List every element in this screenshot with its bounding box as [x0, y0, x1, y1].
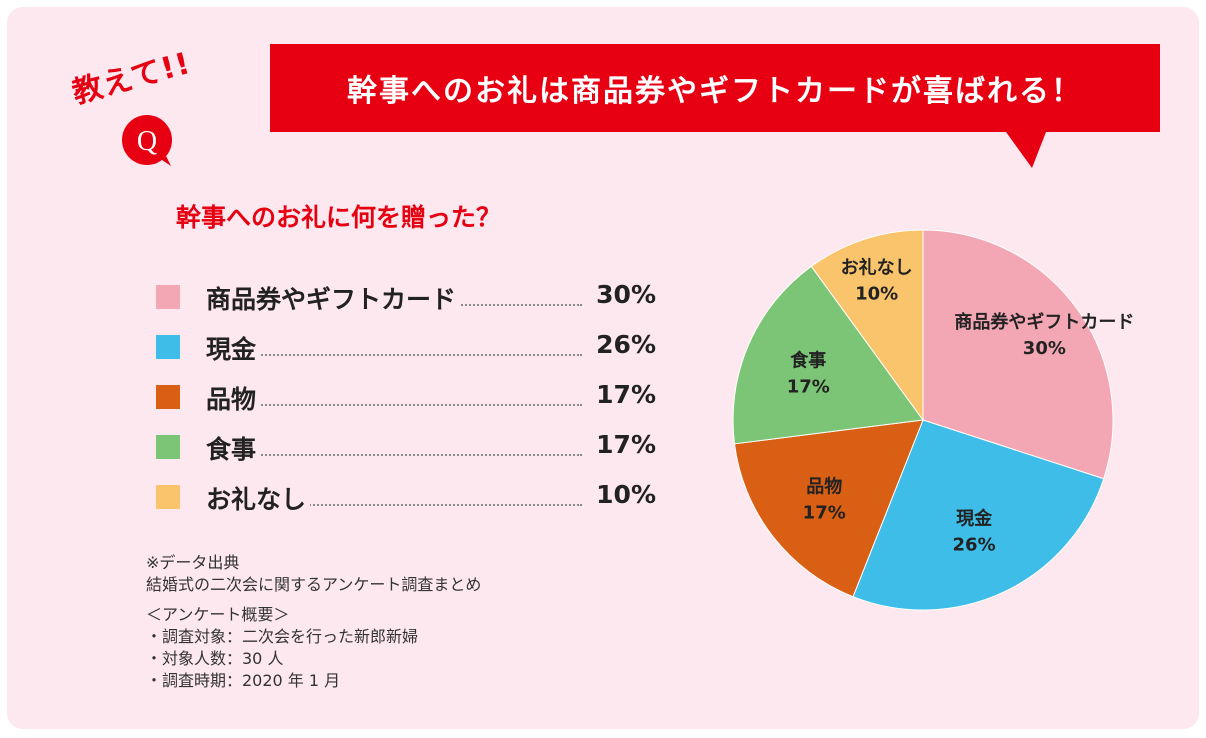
- legend-swatch: [156, 335, 180, 359]
- slice-value-label: 17%: [803, 503, 846, 524]
- source-heading: ※データ出典: [146, 553, 240, 572]
- pie-slice: [732, 265, 924, 445]
- pie-slice: [733, 419, 924, 598]
- slice-label: 品物: [806, 476, 842, 498]
- legend-value: 26%: [596, 330, 656, 359]
- legend-swatch: [156, 285, 180, 309]
- slice-value-label: 17%: [787, 376, 830, 397]
- legend-label: 食事: [206, 430, 261, 466]
- legend-item: 商品券やギフトカード 30%: [156, 278, 656, 318]
- legend-label: 現金: [206, 330, 261, 366]
- legend-value: 10%: [596, 480, 656, 509]
- pie-slice: [810, 229, 924, 422]
- outline-heading: ＜アンケート概要＞: [146, 605, 290, 624]
- slice-label: 現金: [956, 508, 993, 530]
- leader-dots: [206, 454, 582, 456]
- leader-dots: [206, 404, 582, 406]
- legend-value: 17%: [596, 430, 656, 459]
- q-letter: Q: [137, 126, 157, 157]
- slice-value-label: 10%: [855, 283, 898, 304]
- legend-swatch: [156, 385, 180, 409]
- q-bubble-icon: Q: [119, 112, 175, 168]
- slice-label: お礼なし: [841, 256, 913, 278]
- banner-shape: [270, 44, 1160, 168]
- slice-label: 食事: [789, 349, 826, 371]
- legend-item: お礼なし 10%: [156, 478, 656, 518]
- pie-chart: 商品券やギフトカード 30% 現金 26% 品物 17% 食事 17% お礼なし 10%: [732, 229, 1134, 611]
- slice-value-label: 26%: [953, 535, 996, 556]
- legend-value: 30%: [596, 280, 656, 309]
- outline-item: ・調査対象：二次会を行った新郎新婦: [146, 627, 419, 646]
- leader-dots: [206, 354, 582, 356]
- pie-slice: [852, 419, 1105, 611]
- slice-label: 商品券やギフトカード: [954, 311, 1134, 333]
- question-heading: 幹事へのお礼に何を贈った？: [176, 203, 502, 232]
- legend-item: 食事 17%: [156, 428, 656, 468]
- legend-label: 商品券やギフトカード: [206, 280, 461, 316]
- outline-item: ・調査時期：2020 年 1 月: [146, 671, 341, 690]
- legend-value: 17%: [596, 380, 656, 409]
- outline-item: ・対象人数：30 人: [146, 649, 284, 668]
- legend-item: 現金 26%: [156, 328, 656, 368]
- source-name: 結婚式の二次会に関するアンケート調査まとめ: [146, 575, 482, 594]
- slice-value-label: 30%: [1023, 338, 1066, 359]
- legend-item: 品物 17%: [156, 378, 656, 418]
- banner-title: 幹事へのお礼は商品券やギフトカードが喜ばれる！: [347, 74, 1083, 109]
- legend-swatch: [156, 435, 180, 459]
- survey-notes: ※データ出典 結婚式の二次会に関するアンケート調査まとめ ＜アンケート概要＞ ・…: [146, 552, 481, 692]
- leader-dots: [206, 504, 582, 506]
- legend-label: お礼なし: [206, 480, 311, 516]
- pie-slice: [922, 229, 1114, 480]
- legend-label: 品物: [206, 380, 261, 416]
- legend-swatch: [156, 485, 180, 509]
